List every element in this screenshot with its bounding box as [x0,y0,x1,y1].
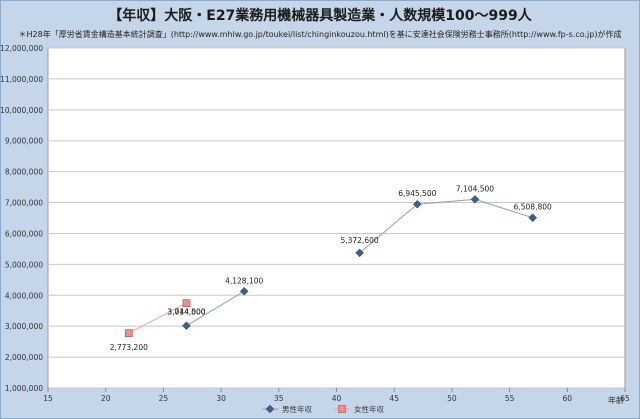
series-layer [124,194,538,338]
data-point [338,405,346,413]
legend: 男性年収 女性年収 [262,404,384,414]
series-line [359,198,533,254]
data-label: 5,372,600 [340,236,378,245]
y-tick-label: 11,000,000 [0,75,43,84]
data-point [182,299,191,308]
y-tick-label: 9,000,000 [5,137,43,146]
y-axis-ticks: 1,000,000 2,000,000 3,000,000 4,000,000 5,00… [0,44,43,393]
x-tick-label: 35 [274,394,284,403]
data-point [412,199,422,209]
x-tick-label: 40 [332,394,342,403]
data-label: 6,945,500 [398,189,436,198]
chart-title: 【年収】大阪・E27業務用機械器具製造業・人数規模100～999人 [108,8,532,24]
x-axis-ticks: 15 20 25 30 35 40 45 50 55 60 65 [43,388,630,403]
data-label: 4,128,100 [225,276,263,285]
series-line [128,302,187,334]
data-point [239,286,249,296]
x-tick-label: 20 [101,394,111,403]
x-tick-label: 65 [620,394,630,403]
y-tick-label: 5,000,000 [5,260,43,269]
x-tick-label: 25 [159,394,169,403]
y-tick-label: 4,000,000 [5,291,43,300]
plot-area [47,47,626,389]
x-tick-label: 60 [563,394,573,403]
data-point [124,329,133,338]
y-tick-label: 12,000,000 [0,44,43,53]
y-tick-label: 2,000,000 [5,353,43,362]
data-point [265,404,275,414]
data-label: 2,773,200 [110,343,148,352]
gridlines [48,47,625,389]
y-tick-label: 8,000,000 [5,168,43,177]
data-point [182,321,191,331]
legend-label: 女性年収 [354,404,384,414]
x-tick-label: 50 [447,394,457,403]
data-label: 6,508,800 [514,203,552,212]
series-line [186,290,245,327]
legend-label: 男性年収 [282,404,312,414]
data-point [470,194,480,204]
y-tick-label: 7,000,000 [5,199,43,208]
data-label: 3,744,000 [167,307,205,316]
x-tick-label: 30 [216,394,226,403]
y-tick-label: 10,000,000 [0,106,43,115]
y-tick-label: 3,000,000 [5,322,43,331]
x-tick-label: 15 [43,394,53,403]
data-point [528,213,538,223]
y-tick-label: 6,000,000 [5,229,43,238]
data-label: 3,014,500 [167,307,205,316]
x-axis-label: 年齢 [608,395,624,405]
data-labels: 3,014,500 4,128,100 5,372,600 6,945,500 7,10… [110,184,552,352]
y-tick-label: 1,000,000 [5,384,43,393]
data-point [355,248,364,258]
x-tick-label: 55 [505,394,515,403]
data-label: 7,104,500 [456,184,494,193]
source-note: ＊H28年「厚労省賃金構造基本統計調査」(http://www.mhlw.go.… [18,30,622,39]
x-tick-label: 45 [389,394,399,403]
